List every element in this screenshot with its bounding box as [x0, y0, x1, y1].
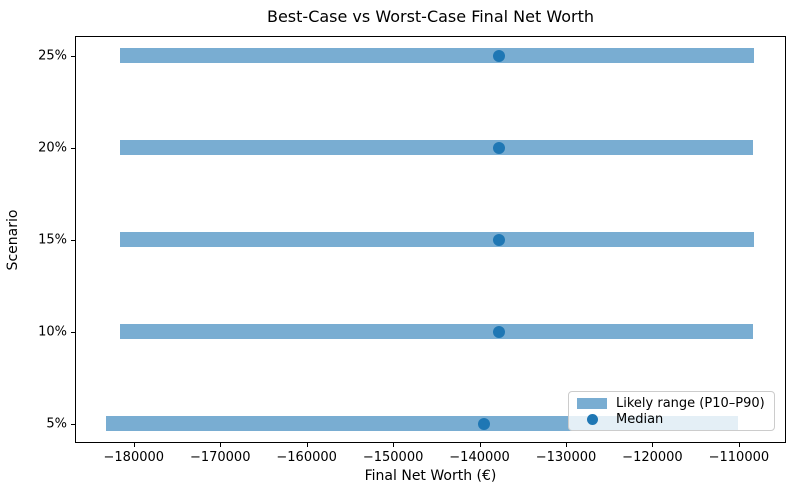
- legend-item-likely-range: Likely range (P10–P90): [577, 395, 766, 411]
- y-tick: [71, 147, 75, 149]
- range-bar-swatch-icon: [577, 397, 607, 409]
- range-bar: [119, 324, 753, 339]
- x-tick-label: −120000: [622, 450, 683, 465]
- x-tick: [133, 443, 135, 447]
- range-bar: [119, 48, 754, 63]
- x-tick-label: −130000: [535, 450, 597, 465]
- y-tick-label: 25%: [38, 48, 67, 63]
- median-dot-swatch-wrap: [577, 413, 607, 425]
- x-tick: [479, 443, 481, 447]
- x-tick-label: −160000: [276, 450, 337, 465]
- x-tick: [220, 443, 222, 447]
- x-tick: [652, 443, 654, 447]
- chart-title: Best-Case vs Worst-Case Final Net Worth: [266, 7, 594, 26]
- y-tick: [71, 331, 75, 333]
- x-tick: [306, 443, 308, 447]
- x-tick-label: −150000: [362, 450, 424, 465]
- legend-item-median: Median: [577, 411, 766, 427]
- y-tick-label: 20%: [38, 140, 67, 155]
- y-tick: [71, 239, 75, 241]
- median-dot: [493, 233, 506, 246]
- y-tick-label: 5%: [46, 416, 67, 431]
- y-tick-label: 10%: [38, 324, 67, 339]
- legend-label: Median: [616, 411, 664, 427]
- y-tick-label: 15%: [38, 232, 67, 247]
- median-dot: [492, 49, 505, 62]
- range-bar: [119, 140, 753, 155]
- x-tick-label: −180000: [103, 450, 165, 465]
- y-tick: [71, 55, 75, 57]
- x-tick-label: −110000: [708, 450, 770, 465]
- x-tick-label: −140000: [449, 450, 510, 465]
- legend-label: Likely range (P10–P90): [616, 395, 765, 411]
- median-dot: [477, 417, 490, 430]
- x-tick-label: −170000: [189, 450, 251, 465]
- median-dot: [492, 325, 505, 338]
- x-tick: [393, 443, 395, 447]
- x-axis-label: Final Net Worth (€): [364, 468, 497, 484]
- x-tick: [566, 443, 567, 447]
- median-dot-swatch-icon: [586, 413, 598, 425]
- legend: Likely range (P10–P90) Median: [568, 391, 775, 431]
- x-tick: [738, 443, 740, 447]
- median-dot: [492, 141, 505, 154]
- y-axis-label: Scenario: [5, 209, 21, 271]
- range-bar: [119, 232, 755, 247]
- y-tick: [71, 423, 75, 425]
